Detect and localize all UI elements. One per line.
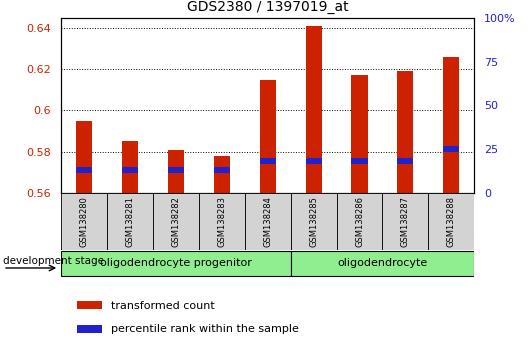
Bar xyxy=(76,167,92,173)
Bar xyxy=(305,158,322,164)
Bar xyxy=(398,158,413,164)
FancyBboxPatch shape xyxy=(61,193,107,250)
FancyBboxPatch shape xyxy=(61,251,290,276)
Text: GSM138287: GSM138287 xyxy=(401,196,410,247)
FancyBboxPatch shape xyxy=(383,193,428,250)
Bar xyxy=(167,167,184,173)
Bar xyxy=(77,301,102,309)
Bar xyxy=(76,121,92,193)
FancyBboxPatch shape xyxy=(245,193,290,250)
Text: GSM138283: GSM138283 xyxy=(217,196,226,247)
Text: development stage: development stage xyxy=(3,256,104,266)
FancyBboxPatch shape xyxy=(153,193,199,250)
Title: GDS2380 / 1397019_at: GDS2380 / 1397019_at xyxy=(187,0,348,14)
Text: GSM138284: GSM138284 xyxy=(263,196,272,247)
Text: GSM138285: GSM138285 xyxy=(309,196,318,247)
FancyBboxPatch shape xyxy=(107,193,153,250)
Text: GSM138286: GSM138286 xyxy=(355,196,364,247)
Bar xyxy=(122,141,138,193)
Bar xyxy=(351,158,368,164)
Text: GSM138281: GSM138281 xyxy=(126,196,134,247)
Text: GSM138282: GSM138282 xyxy=(171,196,180,247)
Text: transformed count: transformed count xyxy=(111,301,214,311)
Bar xyxy=(444,57,460,193)
Bar xyxy=(122,167,138,173)
Text: GSM138280: GSM138280 xyxy=(80,196,89,247)
Bar xyxy=(214,167,230,173)
FancyBboxPatch shape xyxy=(337,193,383,250)
Bar xyxy=(167,150,184,193)
Bar xyxy=(444,145,460,152)
FancyBboxPatch shape xyxy=(428,193,474,250)
Bar xyxy=(260,158,276,164)
Text: GSM138288: GSM138288 xyxy=(447,196,456,247)
Text: percentile rank within the sample: percentile rank within the sample xyxy=(111,324,298,335)
FancyBboxPatch shape xyxy=(199,193,245,250)
Text: oligodendrocyte: oligodendrocyte xyxy=(338,258,428,268)
FancyBboxPatch shape xyxy=(290,251,474,276)
FancyBboxPatch shape xyxy=(290,193,337,250)
Bar xyxy=(305,26,322,193)
Bar xyxy=(398,71,413,193)
Bar xyxy=(351,75,368,193)
Text: oligodendrocyte progenitor: oligodendrocyte progenitor xyxy=(100,258,252,268)
Bar xyxy=(214,156,230,193)
Bar xyxy=(260,80,276,193)
Bar xyxy=(77,325,102,333)
